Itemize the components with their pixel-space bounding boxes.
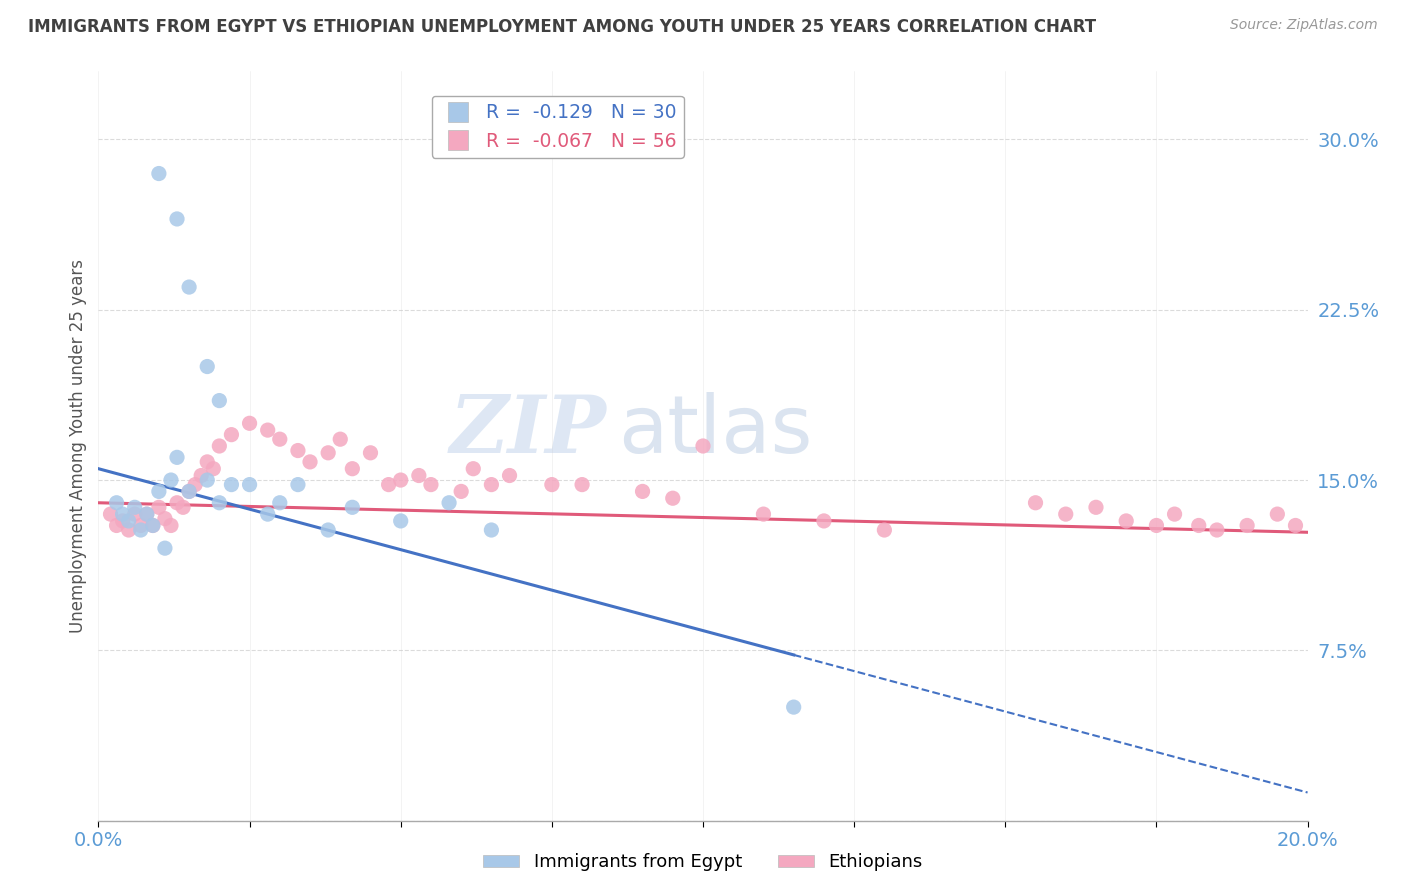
Legend: Immigrants from Egypt, Ethiopians: Immigrants from Egypt, Ethiopians — [475, 847, 931, 879]
Point — [287, 443, 309, 458]
Point — [287, 477, 309, 491]
Point — [540, 477, 562, 491]
Point — [208, 393, 231, 408]
Point — [118, 523, 141, 537]
Point — [105, 518, 128, 533]
Point — [148, 500, 170, 515]
Point — [1144, 518, 1167, 533]
Point — [420, 477, 443, 491]
Point — [1085, 500, 1108, 515]
Text: Source: ZipAtlas.com: Source: ZipAtlas.com — [1230, 18, 1378, 32]
Point — [124, 507, 146, 521]
Point — [481, 523, 503, 537]
Point — [408, 468, 430, 483]
Point — [195, 455, 218, 469]
Point — [1206, 523, 1229, 537]
Point — [661, 491, 683, 506]
Point — [783, 700, 806, 714]
Point — [692, 439, 714, 453]
Point — [190, 468, 212, 483]
Point — [202, 461, 225, 475]
Text: atlas: atlas — [619, 392, 813, 470]
Text: ZIP: ZIP — [450, 392, 606, 470]
Point — [221, 477, 243, 491]
Point — [329, 432, 352, 446]
Point — [179, 280, 201, 294]
Point — [160, 473, 183, 487]
Point — [111, 514, 134, 528]
Point — [105, 496, 128, 510]
Point — [221, 427, 243, 442]
Point — [873, 523, 896, 537]
Point — [148, 167, 170, 181]
Text: IMMIGRANTS FROM EGYPT VS ETHIOPIAN UNEMPLOYMENT AMONG YOUTH UNDER 25 YEARS CORRE: IMMIGRANTS FROM EGYPT VS ETHIOPIAN UNEMP… — [28, 18, 1097, 36]
Point — [208, 496, 231, 510]
Point — [269, 432, 291, 446]
Point — [148, 484, 170, 499]
Point — [498, 468, 520, 483]
Point — [135, 507, 157, 521]
Point — [631, 484, 654, 499]
Point — [256, 423, 278, 437]
Point — [389, 514, 412, 528]
Point — [1115, 514, 1137, 528]
Point — [752, 507, 775, 521]
Point — [1284, 518, 1306, 533]
Point — [360, 446, 382, 460]
Point — [316, 523, 339, 537]
Point — [463, 461, 485, 475]
Point — [179, 484, 201, 499]
Point — [1188, 518, 1211, 533]
Point — [111, 507, 134, 521]
Point — [184, 477, 207, 491]
Point — [195, 473, 218, 487]
Point — [118, 514, 141, 528]
Point — [342, 500, 364, 515]
Point — [166, 496, 188, 510]
Point — [129, 523, 152, 537]
Point — [269, 496, 291, 510]
Point — [195, 359, 218, 374]
Point — [160, 518, 183, 533]
Point — [153, 511, 176, 525]
Point — [316, 446, 339, 460]
Point — [172, 500, 194, 515]
Point — [166, 211, 188, 226]
Y-axis label: Unemployment Among Youth under 25 years: Unemployment Among Youth under 25 years — [69, 259, 87, 633]
Point — [1163, 507, 1185, 521]
Point — [481, 477, 503, 491]
Point — [1236, 518, 1258, 533]
Point — [571, 477, 593, 491]
Point — [1054, 507, 1077, 521]
Point — [377, 477, 399, 491]
Point — [239, 477, 262, 491]
Point — [342, 461, 364, 475]
Point — [256, 507, 278, 521]
Point — [239, 417, 262, 431]
Point — [153, 541, 176, 556]
Point — [100, 507, 122, 521]
Point — [813, 514, 835, 528]
Point — [129, 518, 152, 533]
Point — [437, 496, 460, 510]
Point — [142, 518, 165, 533]
Point — [179, 484, 201, 499]
Point — [299, 455, 322, 469]
Point — [166, 450, 188, 465]
Point — [142, 518, 165, 533]
Point — [389, 473, 412, 487]
Point — [208, 439, 231, 453]
Point — [1024, 496, 1046, 510]
Point — [124, 500, 146, 515]
Point — [450, 484, 472, 499]
Point — [135, 507, 157, 521]
Point — [1267, 507, 1289, 521]
Legend: R =  -0.129   N = 30, R =  -0.067   N = 56: R = -0.129 N = 30, R = -0.067 N = 56 — [432, 95, 685, 158]
